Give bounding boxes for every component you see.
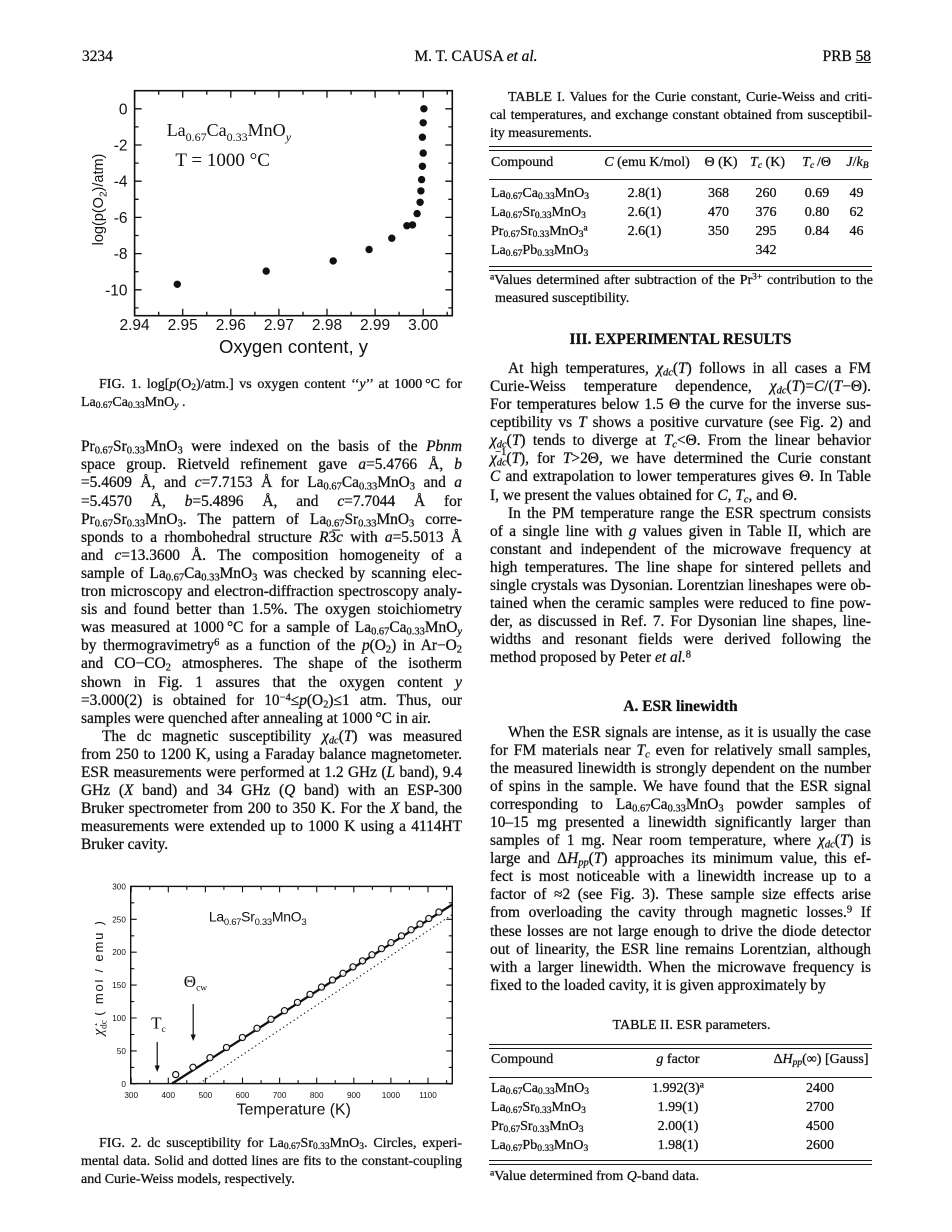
svg-text:0: 0	[121, 1080, 126, 1089]
svg-text:2.98: 2.98	[312, 317, 342, 334]
svg-text:50: 50	[117, 1047, 127, 1056]
svg-text:3.00: 3.00	[408, 317, 439, 334]
svg-text:2.94: 2.94	[120, 317, 151, 334]
svg-text:2.95: 2.95	[168, 317, 198, 334]
svg-text:300: 300	[124, 1091, 138, 1100]
svg-text:Tc: Tc	[151, 1013, 166, 1035]
svg-text:250: 250	[112, 915, 126, 924]
svg-text:600: 600	[236, 1091, 250, 1100]
svg-text:-6: -6	[114, 210, 128, 227]
svg-text:2.97: 2.97	[264, 317, 294, 334]
svg-text:300: 300	[112, 882, 126, 891]
svg-text:-2: -2	[114, 138, 128, 155]
svg-text:900: 900	[347, 1091, 361, 1100]
svg-text:χdc-1 ( mol / emu ): χdc-1 ( mol / emu )	[95, 919, 109, 1037]
svg-text:150: 150	[112, 981, 126, 990]
svg-text:Temperature (K): Temperature (K)	[237, 1102, 351, 1119]
svg-text:Oxygen content, y: Oxygen content, y	[219, 336, 369, 357]
svg-text:200: 200	[112, 948, 126, 957]
svg-text:800: 800	[310, 1091, 324, 1100]
svg-text:0: 0	[119, 101, 128, 118]
svg-text:Θcw: Θcw	[184, 972, 207, 994]
svg-text:400: 400	[161, 1091, 175, 1100]
svg-text:La0.67Sr0.33MnO3: La0.67Sr0.33MnO3	[209, 909, 306, 929]
svg-text:100: 100	[112, 1014, 126, 1023]
svg-text:700: 700	[273, 1091, 287, 1100]
svg-text:-10: -10	[105, 282, 128, 299]
svg-text:1000: 1000	[382, 1091, 401, 1100]
svg-text:500: 500	[199, 1091, 213, 1100]
svg-text:log(p(O2)/atm): log(p(O2)/atm)	[91, 154, 110, 246]
svg-text:1100: 1100	[419, 1091, 437, 1100]
svg-text:-4: -4	[114, 174, 128, 191]
svg-text:-8: -8	[114, 246, 128, 263]
svg-text:2.96: 2.96	[216, 317, 246, 334]
svg-text:T = 1000 °C: T = 1000 °C	[175, 150, 270, 171]
svg-text:La0.67Ca0.33MnOy: La0.67Ca0.33MnOy	[167, 120, 292, 144]
svg-text:2.99: 2.99	[360, 317, 390, 334]
